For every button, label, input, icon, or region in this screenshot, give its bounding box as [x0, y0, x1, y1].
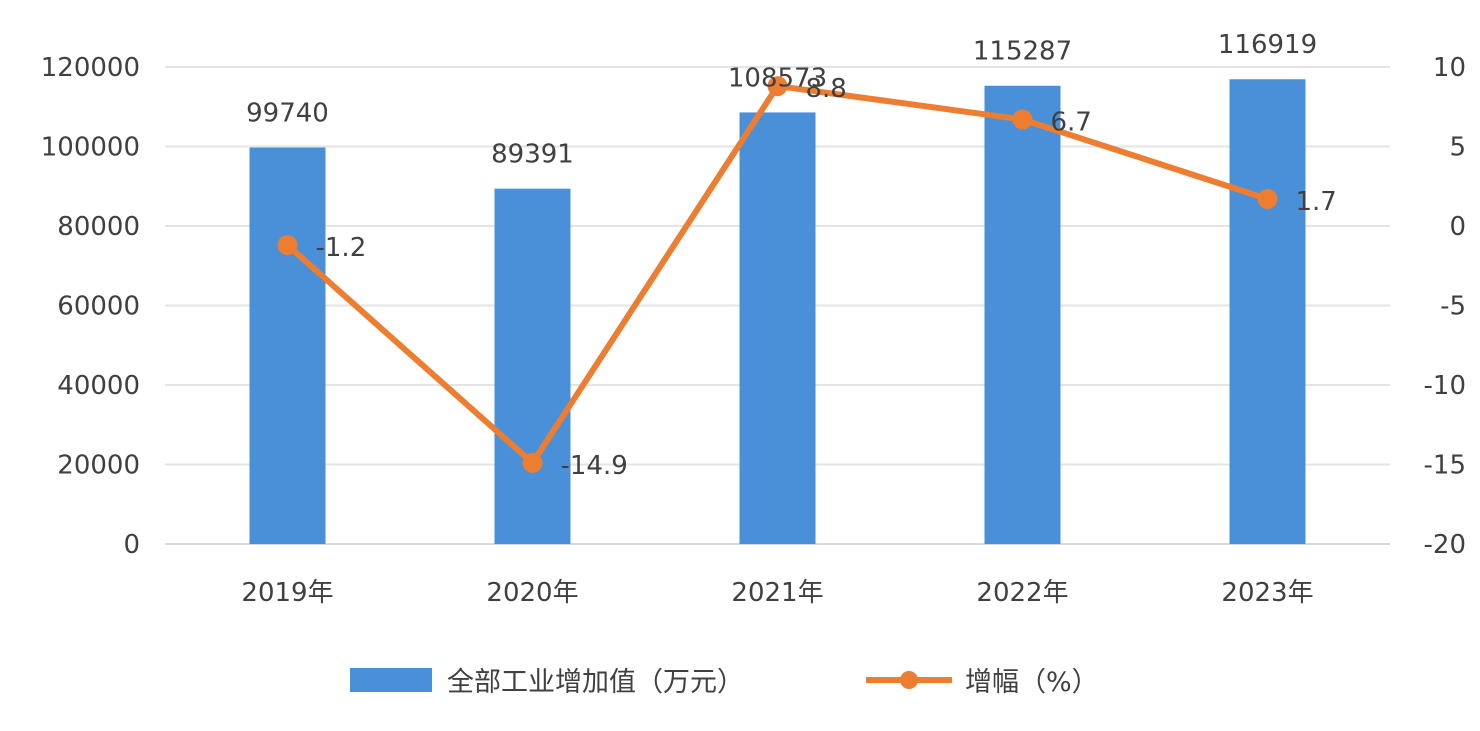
right-tick-label: 0 [1449, 212, 1466, 242]
bar [984, 85, 1061, 544]
legend-bar-swatch [350, 668, 432, 692]
right-tick-label: 10 [1433, 53, 1466, 83]
line-point [277, 235, 298, 256]
right-y-axis: -20 -15 -10 -5 0 5 10 [1424, 53, 1466, 560]
left-tick-label: 0 [123, 530, 140, 560]
bar-data-label: 115287 [973, 37, 1072, 67]
right-tick-label: -15 [1424, 451, 1466, 481]
line-data-labels: -1.2 -14.9 8.8 6.7 1.7 [316, 74, 1337, 481]
bar-data-label: 99740 [246, 99, 329, 129]
left-tick-label: 100000 [41, 133, 140, 163]
bar [1229, 79, 1306, 544]
left-tick-label: 40000 [57, 371, 140, 401]
x-tick-label: 2021年 [731, 578, 823, 608]
left-tick-label: 120000 [41, 53, 140, 83]
x-tick-label: 2023年 [1221, 578, 1313, 608]
bar-data-labels: 99740 89391 108573 115287 116919 [246, 30, 1317, 169]
bar-data-label: 108573 [728, 63, 827, 93]
bar [739, 112, 816, 544]
line-data-label: 1.7 [1296, 187, 1337, 217]
left-tick-label: 20000 [57, 451, 140, 481]
bar-data-label: 116919 [1218, 30, 1317, 60]
line-point [1012, 109, 1033, 130]
legend: 全部工业增加值（万元） 增幅（%） [350, 667, 1099, 698]
line-series [277, 76, 1278, 473]
x-tick-label: 2022年 [976, 578, 1068, 608]
right-tick-label: -20 [1424, 530, 1466, 560]
legend-line-marker [900, 671, 918, 689]
right-tick-label: -10 [1424, 371, 1466, 401]
bar [249, 147, 326, 544]
x-tick-label: 2019年 [241, 578, 333, 608]
bar-data-label: 89391 [491, 140, 574, 170]
line-point [522, 452, 543, 473]
x-axis: 2019年 2020年 2021年 2022年 2023年 [241, 578, 1313, 608]
line-data-label: -1.2 [316, 233, 367, 263]
right-tick-label: -5 [1440, 292, 1466, 322]
left-y-axis: 0 20000 40000 60000 80000 100000 120000 [41, 53, 140, 560]
right-tick-label: 5 [1449, 133, 1466, 163]
line-data-label: 6.7 [1051, 107, 1092, 137]
line-data-label: -14.9 [561, 451, 628, 481]
legend-bar-label: 全部工业增加值（万元） [447, 667, 744, 698]
bar-series [249, 79, 1306, 544]
left-tick-label: 60000 [57, 292, 140, 322]
left-tick-label: 80000 [57, 212, 140, 242]
line-point [767, 76, 788, 97]
x-tick-label: 2020年 [486, 578, 578, 608]
line-data-label: 8.8 [806, 74, 847, 104]
line-point [1257, 188, 1278, 209]
bar [494, 188, 571, 544]
legend-line-label: 增幅（%） [965, 667, 1099, 698]
